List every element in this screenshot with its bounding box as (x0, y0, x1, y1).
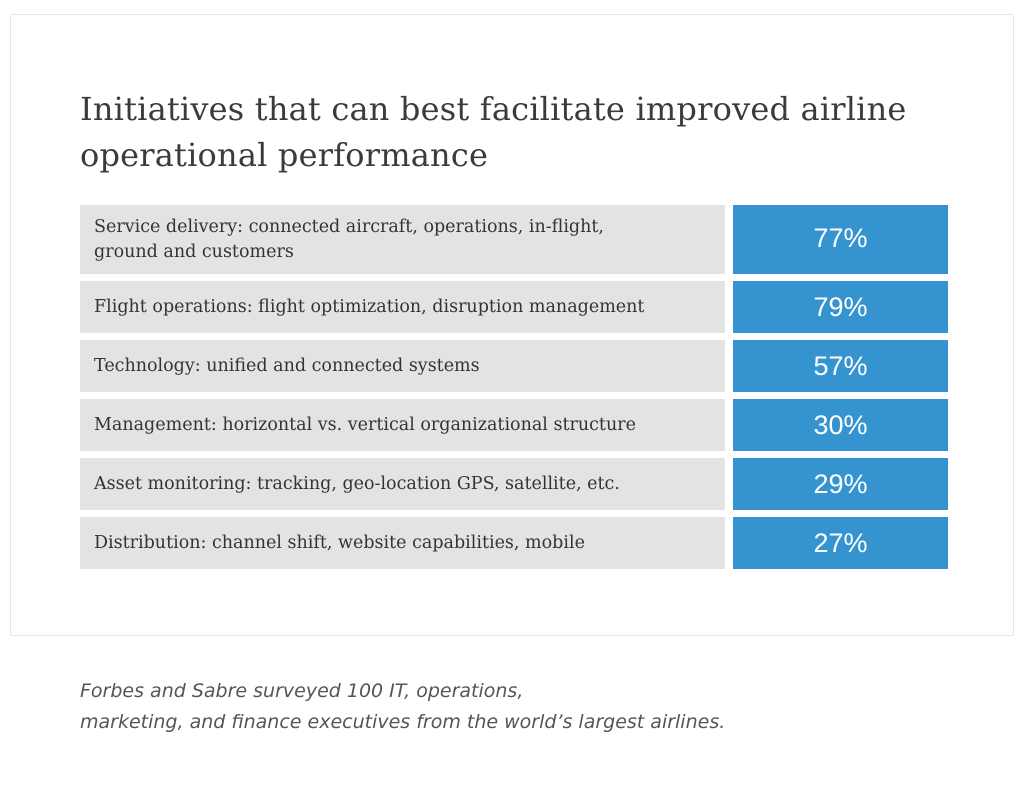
row-label-line-1: Service delivery: connected aircraft, op… (94, 216, 604, 237)
caption-line-2: marketing, and finance executives from t… (80, 711, 726, 733)
row-label-line-2: ground and customers (94, 241, 294, 262)
source-caption: Forbes and Sabre surveyed 100 IT, operat… (80, 676, 940, 738)
row-value: 77% (733, 205, 948, 274)
row-label: Technology: unified and connected system… (80, 340, 725, 392)
row-value: 29% (733, 458, 948, 510)
table-row: Technology: unified and connected system… (80, 340, 948, 392)
row-value: 57% (733, 340, 948, 392)
row-label: Service delivery: connected aircraft, op… (80, 205, 725, 274)
table-row: Flight operations: flight optimization, … (80, 281, 948, 333)
table-row: Distribution: channel shift, website cap… (80, 517, 948, 569)
initiatives-table: Service delivery: connected aircraft, op… (80, 205, 948, 576)
row-label: Flight operations: flight optimization, … (80, 281, 725, 333)
caption-line-1: Forbes and Sabre surveyed 100 IT, operat… (80, 680, 524, 702)
table-row: Service delivery: connected aircraft, op… (80, 205, 948, 274)
table-row: Management: horizontal vs. vertical orga… (80, 399, 948, 451)
row-label: Management: horizontal vs. vertical orga… (80, 399, 725, 451)
table-row: Asset monitoring: tracking, geo-location… (80, 458, 948, 510)
row-value: 30% (733, 399, 948, 451)
chart-title: Initiatives that can best facilitate imp… (80, 90, 907, 174)
row-value: 27% (733, 517, 948, 569)
row-label: Asset monitoring: tracking, geo-location… (80, 458, 725, 510)
row-label: Distribution: channel shift, website cap… (80, 517, 725, 569)
row-value: 79% (733, 281, 948, 333)
